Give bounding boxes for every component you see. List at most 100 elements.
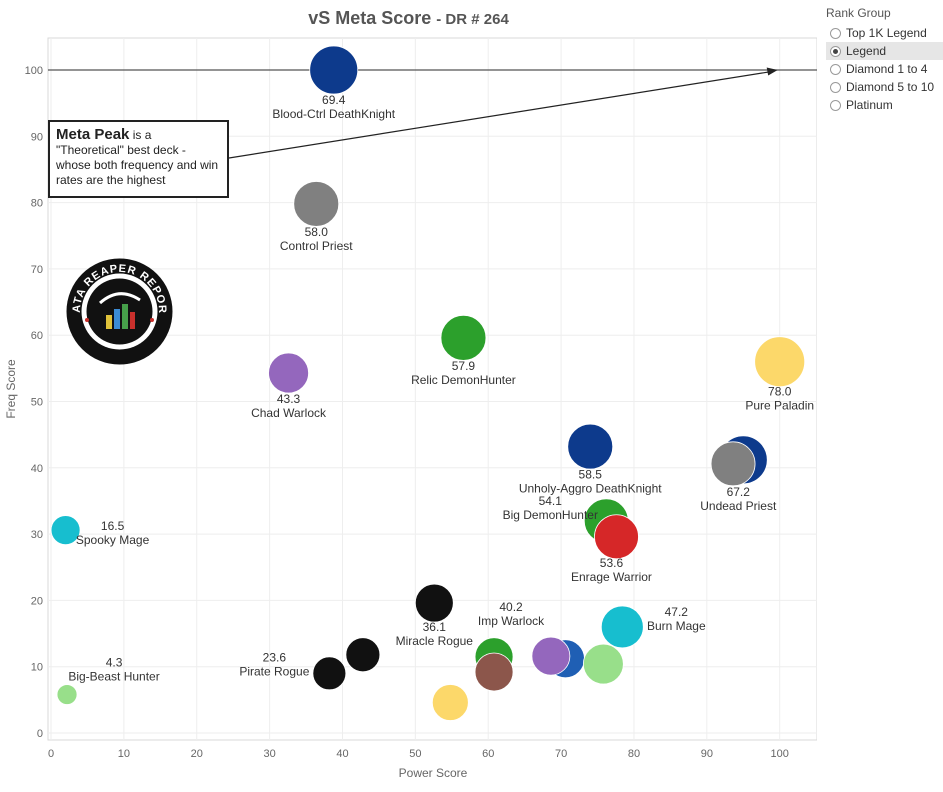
- data-label-name: Pure Paladin: [745, 399, 814, 413]
- data-label-name: Undead Priest: [700, 499, 777, 513]
- x-tick-label: 90: [701, 748, 713, 760]
- data-label-name: Miracle Rogue: [396, 634, 474, 648]
- data-point: [309, 45, 359, 95]
- legend-item-label: Legend: [846, 44, 887, 58]
- data-label-score: 78.0: [768, 385, 792, 399]
- data-label-score: 67.2: [727, 485, 751, 499]
- chart-subtitle: - DR # 264: [436, 11, 509, 28]
- x-tick-label: 100: [771, 748, 789, 760]
- data-label-score: 58.0: [305, 225, 329, 239]
- legend-item-label: Diamond 1 to 4: [846, 62, 928, 76]
- annotation-text: is a "Theoretical" best deck - whose bot…: [56, 128, 219, 187]
- data-point: [567, 423, 614, 470]
- data-point: [50, 515, 81, 546]
- y-tick-label: 10: [31, 662, 43, 674]
- radio-icon[interactable]: [830, 63, 841, 75]
- scatter-plot: 0 10 20 30 40 50 60 70 80 90 100 0 10 20 30 40 50 60 70 80 9…: [4, 37, 817, 780]
- data-label-score: 69.4: [322, 93, 346, 107]
- data-label-name: Pirate Rogue: [239, 664, 309, 678]
- data-point: [440, 314, 487, 361]
- data-label-score: 57.9: [452, 359, 476, 373]
- x-tick-label: 0: [48, 748, 54, 760]
- arrow-line: [228, 70, 772, 159]
- y-tick-label: 90: [31, 131, 43, 143]
- y-tick-label: 60: [31, 330, 43, 342]
- data-label-score: 40.2: [499, 600, 523, 614]
- data-point: [474, 652, 514, 692]
- data-point: [431, 684, 469, 721]
- x-tick-label: 20: [191, 748, 203, 760]
- radio-icon[interactable]: [830, 81, 841, 93]
- annotation-bold: Meta Peak: [56, 126, 130, 143]
- legend-item-platinum[interactable]: Platinum: [826, 96, 943, 114]
- x-tick-label: 80: [628, 748, 640, 760]
- y-tick-label: 70: [31, 264, 43, 276]
- data-label-score: 47.2: [665, 605, 689, 619]
- data-label-score: 36.1: [423, 620, 447, 634]
- data-point: [754, 336, 806, 388]
- x-tick-label: 50: [409, 748, 421, 760]
- data-label-name: Imp Warlock: [478, 614, 545, 628]
- data-point: [268, 352, 309, 394]
- data-point: [345, 637, 381, 673]
- data-label-name: Blood-Ctrl DeathKnight: [272, 107, 395, 121]
- radio-selected-icon[interactable]: [830, 45, 841, 57]
- x-tick-label: 60: [482, 748, 494, 760]
- x-tick-label: 30: [263, 748, 275, 760]
- data-label-name: Burn Mage: [647, 619, 706, 633]
- legend-item-legend[interactable]: Legend: [826, 42, 943, 60]
- data-label-score: 54.1: [539, 494, 563, 508]
- data-label-score: 43.3: [277, 392, 301, 406]
- legend-item-top1k-legend[interactable]: Top 1K Legend: [826, 24, 943, 42]
- meta-peak-arrow: [228, 67, 778, 159]
- data-label-name: Spooky Mage: [76, 533, 150, 547]
- y-tick-label: 40: [31, 463, 43, 475]
- data-point: [600, 605, 644, 649]
- chart-title: vS Meta Score - DR # 264: [0, 8, 817, 29]
- data-label-name: Enrage Warrior: [571, 570, 652, 584]
- data-label-score: 23.6: [263, 650, 287, 664]
- y-tick-label: 100: [25, 65, 43, 77]
- data-point: [312, 656, 347, 691]
- legend-item-diamond-5-10[interactable]: Diamond 5 to 10: [826, 78, 943, 96]
- legend-title: Rank Group: [826, 6, 891, 20]
- data-points: [50, 45, 806, 721]
- data-point: [710, 441, 756, 487]
- data-label-name: Big DemonHunter: [503, 508, 598, 522]
- data-label-name: Relic DemonHunter: [411, 373, 516, 387]
- chart-title-main: vS Meta Score: [308, 8, 432, 28]
- data-point: [293, 181, 340, 227]
- data-label-name: Control Priest: [280, 239, 353, 253]
- data-label-score: 58.5: [579, 468, 603, 482]
- legend-item-label: Platinum: [846, 98, 893, 112]
- radio-icon[interactable]: [830, 27, 841, 39]
- data-point: [56, 684, 78, 705]
- data-label-name: Big-Beast Hunter: [68, 670, 159, 684]
- data-point: [531, 636, 571, 676]
- x-axis-label: Power Score: [399, 766, 468, 780]
- radio-icon[interactable]: [830, 99, 841, 111]
- y-axis-label: Freq Score: [4, 359, 18, 419]
- legend-item-label: Top 1K Legend: [846, 26, 927, 40]
- data-label-score: 53.6: [600, 556, 624, 570]
- x-tick-label: 10: [118, 748, 130, 760]
- y-tick-label: 30: [31, 529, 43, 541]
- y-tick-label: 20: [31, 595, 43, 607]
- data-label-name: Chad Warlock: [251, 406, 327, 420]
- y-tick-label: 80: [31, 198, 43, 210]
- x-tick-label: 40: [336, 748, 348, 760]
- reaper-logo-icon: DATA REAPER REPORT: [66, 258, 173, 365]
- x-tick-label: 70: [555, 748, 567, 760]
- data-point: [582, 643, 624, 685]
- data-label-name: Unholy-Aggro DeathKnight: [519, 482, 662, 496]
- y-tick-label: 0: [37, 728, 43, 740]
- legend-item-diamond-1-4[interactable]: Diamond 1 to 4: [826, 60, 943, 78]
- legend-item-label: Diamond 5 to 10: [846, 80, 935, 94]
- data-label-score: 16.5: [101, 519, 125, 533]
- arrow-head-icon: [766, 67, 778, 76]
- rank-group-legend: Rank Group Top 1K Legend Legend Diamond …: [826, 6, 943, 114]
- data-label-score: 4.3: [106, 656, 123, 670]
- axes: 0 10 20 30 40 50 60 70 80 90 100 0 10 20 30 40 50 60 70 80 9…: [4, 65, 789, 780]
- meta-peak-annotation: Meta Peak is a "Theoretical" best deck -…: [48, 120, 229, 198]
